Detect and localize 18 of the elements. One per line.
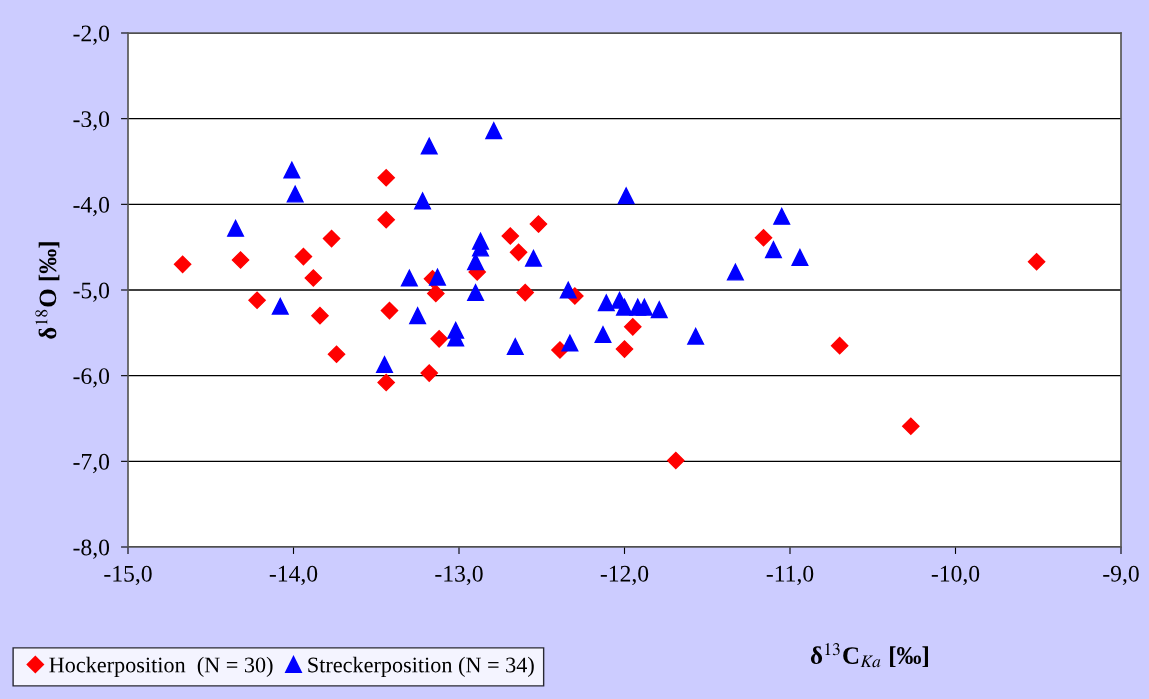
x-tick-label: -9,0 [1103, 565, 1139, 586]
x-tick-label: -12,0 [600, 565, 649, 586]
y-tick-label: -7,0 [73, 453, 110, 474]
x-tick-label: -15,0 [104, 565, 152, 586]
legend-label: Streckerposition (N = 34) [308, 656, 534, 677]
y-tick-label: -2,0 [73, 25, 110, 45]
legend-label: Hockerposition (N = 30) [49, 656, 273, 677]
x-tick-label: -10,0 [931, 565, 980, 586]
x-axis-title: δ$^{13}$C$_{Ka}$ [‰] [810, 643, 928, 668]
y-tick-label: -6,0 [73, 368, 110, 388]
x-tick-label: -11,0 [766, 565, 814, 586]
y-tick-label: -4,0 [73, 196, 110, 217]
y-tick-label: -8,0 [73, 539, 110, 559]
y-axis-title: δ$^{18}$O [‰] [35, 242, 60, 339]
x-tick-label: -14,0 [269, 565, 318, 586]
y-tick-label: -5,0 [73, 282, 110, 302]
x-tick-label: -13,0 [435, 565, 483, 586]
y-tick-label: -3,0 [73, 111, 110, 131]
